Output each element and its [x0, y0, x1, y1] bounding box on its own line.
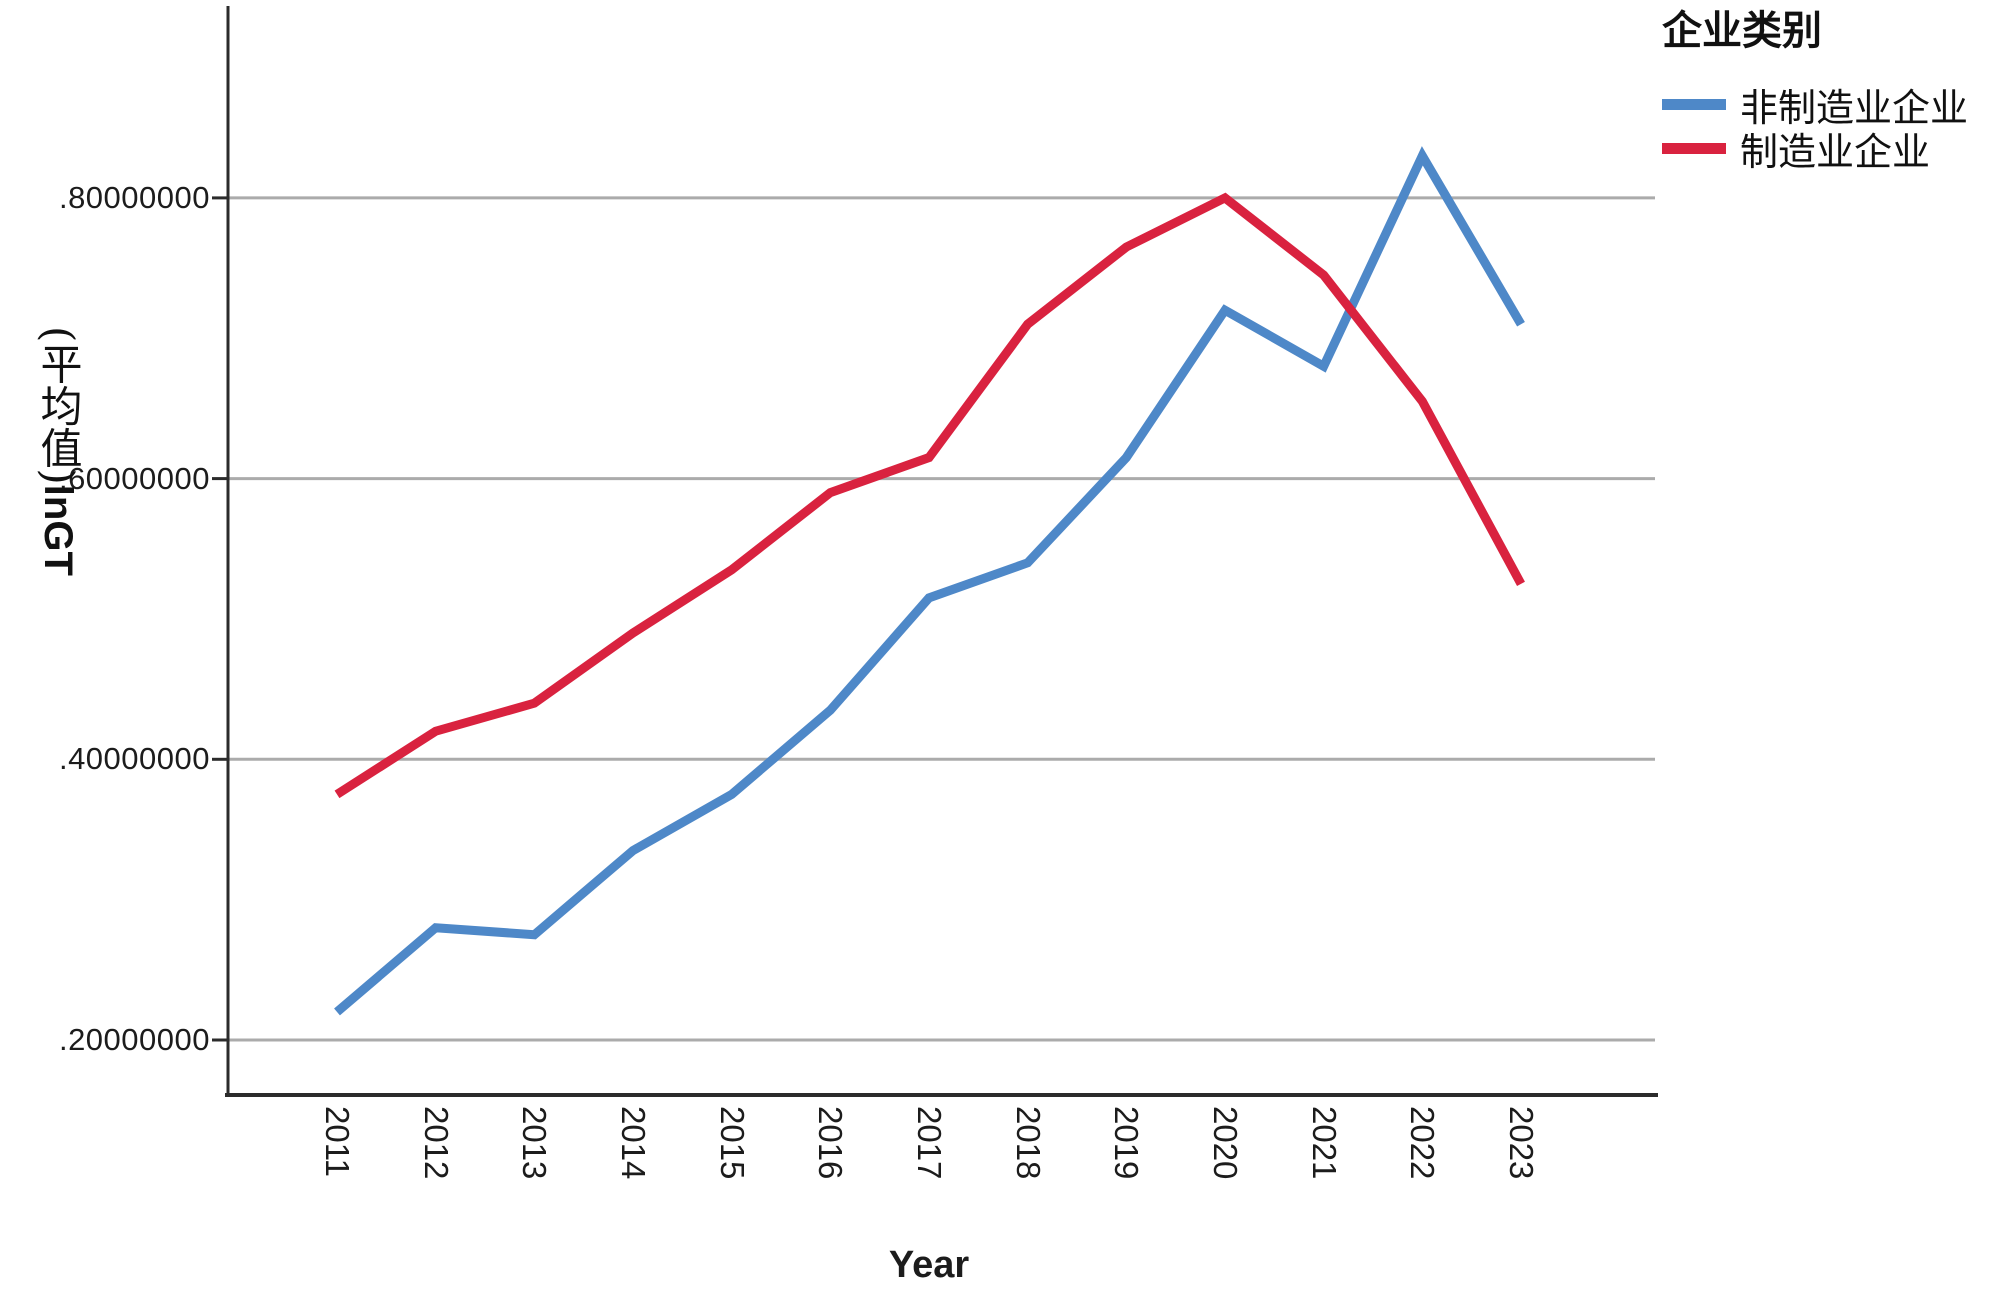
legend-swatch-icon: [1662, 98, 1726, 110]
legend-label: 制造业企业: [1740, 129, 1931, 174]
x-tick-label: 2014: [615, 1106, 652, 1180]
y-axis-title-cjk: (平均值): [34, 326, 83, 485]
legend-swatch-icon: [1662, 142, 1726, 154]
y-axis-title: (平均值)lnGT: [28, 326, 89, 576]
y-tick-label: .60000000: [58, 460, 210, 496]
x-tick-label: 2016: [812, 1106, 850, 1180]
y-tick-label: .40000000: [58, 741, 210, 777]
y-tick-label: .20000000: [58, 1022, 210, 1057]
x-tick-label: 2011: [319, 1106, 356, 1177]
x-tick-label: 2021: [1305, 1106, 1343, 1180]
legend-item: 非制造业企业: [1662, 82, 1998, 130]
x-tick-label: 2019: [1108, 1106, 1146, 1180]
y-axis-title-latin: lnGT: [36, 484, 80, 576]
x-tick-label: 2015: [713, 1106, 751, 1180]
series-line-nonmanufacturing: [334, 146, 1525, 1016]
legend-rows: 非制造业企业 制造业企业: [1662, 82, 1998, 174]
series-line-manufacturing: [334, 192, 1525, 799]
legend: 企业类别 非制造业企业 制造业企业: [1662, 6, 1998, 174]
x-tick-label: 2017: [911, 1106, 948, 1180]
x-tick-label: 2012: [417, 1106, 455, 1180]
x-tick-label: 2020: [1207, 1106, 1244, 1180]
legend-item: 制造业企业: [1662, 126, 1998, 174]
legend-title: 企业类别: [1662, 7, 1822, 54]
x-tick-label: 2023: [1503, 1106, 1540, 1180]
legend-label: 非制造业企业: [1740, 85, 1969, 130]
x-axis-title: Year: [888, 1244, 970, 1286]
x-tick-label: 2013: [516, 1106, 554, 1180]
y-tick-label: .80000000: [58, 179, 210, 215]
x-tick-label: 2018: [1009, 1106, 1047, 1180]
x-tick-label: 2022: [1404, 1106, 1442, 1180]
